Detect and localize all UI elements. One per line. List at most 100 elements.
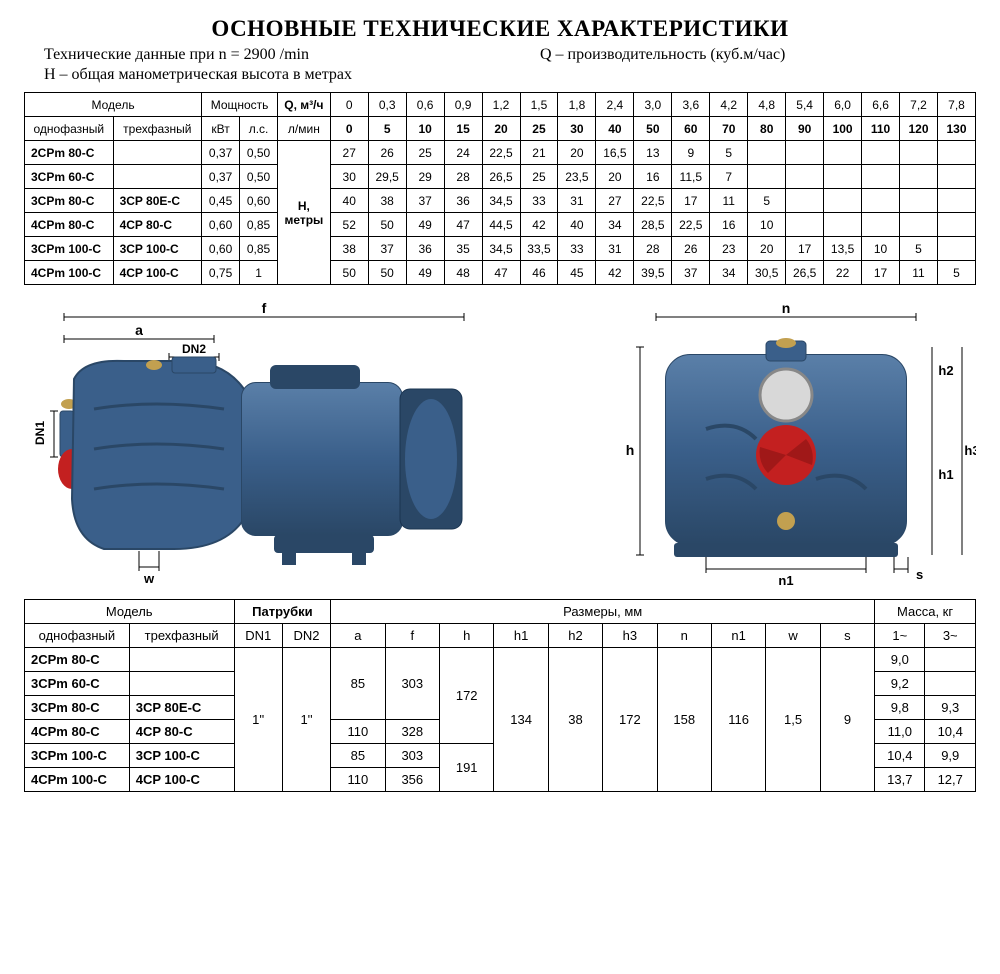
h-val xyxy=(862,189,900,213)
q-val: 1,2 xyxy=(482,93,520,117)
dim-dn2: DN2 xyxy=(182,342,206,356)
h-val: 42 xyxy=(520,213,558,237)
q-val: 7,8 xyxy=(937,93,975,117)
h-val: 45 xyxy=(558,261,596,285)
q-val: 90 xyxy=(786,117,824,141)
hp: 1 xyxy=(240,261,278,285)
q-val: 130 xyxy=(937,117,975,141)
table-row: Модель Мощность Q, м³/ч 0 0,3 0,6 0,9 1,… xyxy=(25,93,976,117)
q-val: 70 xyxy=(710,117,748,141)
h-val xyxy=(748,141,786,165)
model-1ph: 3CPm 100-C xyxy=(25,744,130,768)
h-val: 44,5 xyxy=(482,213,520,237)
kw: 0,37 xyxy=(202,141,240,165)
q-val: 2,4 xyxy=(596,93,634,117)
col-h2: h2 xyxy=(548,624,602,648)
q-val: 20 xyxy=(482,117,520,141)
col-dn2: DN2 xyxy=(282,624,330,648)
kw: 0,37 xyxy=(202,165,240,189)
subtitle-left: Технические данные при n = 2900 /min xyxy=(24,46,480,64)
mass-3ph: 9,9 xyxy=(925,744,976,768)
subtitle-2: H – общая манометрическая высота в метра… xyxy=(24,66,976,84)
col-n: n xyxy=(657,624,711,648)
hdr-power: Мощность xyxy=(202,93,278,117)
mass-1ph: 9,8 xyxy=(875,696,925,720)
dim-a: a xyxy=(135,322,143,338)
dim-w: w xyxy=(143,571,155,586)
dim-n1: n1 xyxy=(778,573,793,588)
page-title: ОСНОВНЫЕ ТЕХНИЧЕСКИЕ ХАРАКТЕРИСТИКИ xyxy=(24,16,976,42)
subtitle-right: Q – производительность (куб.м/час) xyxy=(480,46,976,64)
h-val: 26 xyxy=(368,141,406,165)
model-3ph: 4CP 100-C xyxy=(113,261,202,285)
subtitle-row: Технические данные при n = 2900 /min Q –… xyxy=(24,46,976,64)
h-val: 31 xyxy=(558,189,596,213)
q-val: 3,0 xyxy=(634,93,672,117)
h-val: 22,5 xyxy=(482,141,520,165)
h-val xyxy=(900,165,938,189)
dim-n: n xyxy=(782,300,791,316)
col-dn1: DN1 xyxy=(234,624,282,648)
hdr-single: однофазный xyxy=(25,624,130,648)
hp: 0,85 xyxy=(240,237,278,261)
h-val: 35 xyxy=(444,237,482,261)
h-val: 26 xyxy=(672,237,710,261)
q-val: 40 xyxy=(596,117,634,141)
h-val: 5 xyxy=(900,237,938,261)
h-val xyxy=(824,189,862,213)
dimensions-table: Модель Патрубки Размеры, мм Масса, кг од… xyxy=(24,599,976,792)
hdr-model: Модель xyxy=(25,600,235,624)
hdr-single: однофазный xyxy=(25,117,114,141)
hdr-mass: Масса, кг xyxy=(875,600,976,624)
h-val: 5 xyxy=(748,189,786,213)
dim-a: 85 xyxy=(331,744,385,768)
dim-h: 191 xyxy=(440,744,494,792)
h-val: 37 xyxy=(368,237,406,261)
col-s: s xyxy=(820,624,874,648)
h-val: 36 xyxy=(406,237,444,261)
h-val xyxy=(824,213,862,237)
h-val: 37 xyxy=(672,261,710,285)
hdr-model: Модель xyxy=(25,93,202,117)
table-row: 4CPm 100-C4CP 100-C0,7515050494847464542… xyxy=(25,261,976,285)
h-val: 52 xyxy=(330,213,368,237)
dim-n1: 116 xyxy=(711,648,765,792)
h-val: 29,5 xyxy=(368,165,406,189)
h-val: 20 xyxy=(596,165,634,189)
dim-a: 110 xyxy=(331,768,385,792)
model-1ph: 4CPm 80-C xyxy=(25,213,114,237)
kw: 0,45 xyxy=(202,189,240,213)
dim-n: 158 xyxy=(657,648,711,792)
h-val xyxy=(786,165,824,189)
h-val: 26,5 xyxy=(786,261,824,285)
h-val xyxy=(937,237,975,261)
q-val: 25 xyxy=(520,117,558,141)
model-1ph: 2CPm 80-C xyxy=(25,141,114,165)
table-row: однофазный трехфазный кВт л.с. л/мин 0 5… xyxy=(25,117,976,141)
dim-h: h xyxy=(626,442,635,458)
col-n1: n1 xyxy=(711,624,765,648)
h-val: 36 xyxy=(444,189,482,213)
model-1ph: 3CPm 60-C xyxy=(25,672,130,696)
dn1: 1'' xyxy=(234,648,282,792)
h-val xyxy=(900,141,938,165)
h-val: 11 xyxy=(900,261,938,285)
diagrams: f a DN2 DN1 xyxy=(24,299,976,589)
h-val: 17 xyxy=(862,261,900,285)
h-val: 7 xyxy=(710,165,748,189)
h-val: 25 xyxy=(520,165,558,189)
model-3ph: 4CP 80-C xyxy=(129,720,234,744)
h-val: 50 xyxy=(368,213,406,237)
mass-1ph: 9,2 xyxy=(875,672,925,696)
mass-1ph: 11,0 xyxy=(875,720,925,744)
h-val: 28 xyxy=(444,165,482,189)
table-row: 3CPm 80-C3CP 80E-C0,450,604038373634,533… xyxy=(25,189,976,213)
h-val xyxy=(824,141,862,165)
dim-f: 356 xyxy=(385,768,439,792)
col-mass1: 1~ xyxy=(875,624,925,648)
pump-side-diagram: f a DN2 DN1 xyxy=(24,299,504,589)
h-val: 23,5 xyxy=(558,165,596,189)
model-1ph: 3CPm 60-C xyxy=(25,165,114,189)
h-val: 49 xyxy=(406,261,444,285)
h-val: 11 xyxy=(710,189,748,213)
